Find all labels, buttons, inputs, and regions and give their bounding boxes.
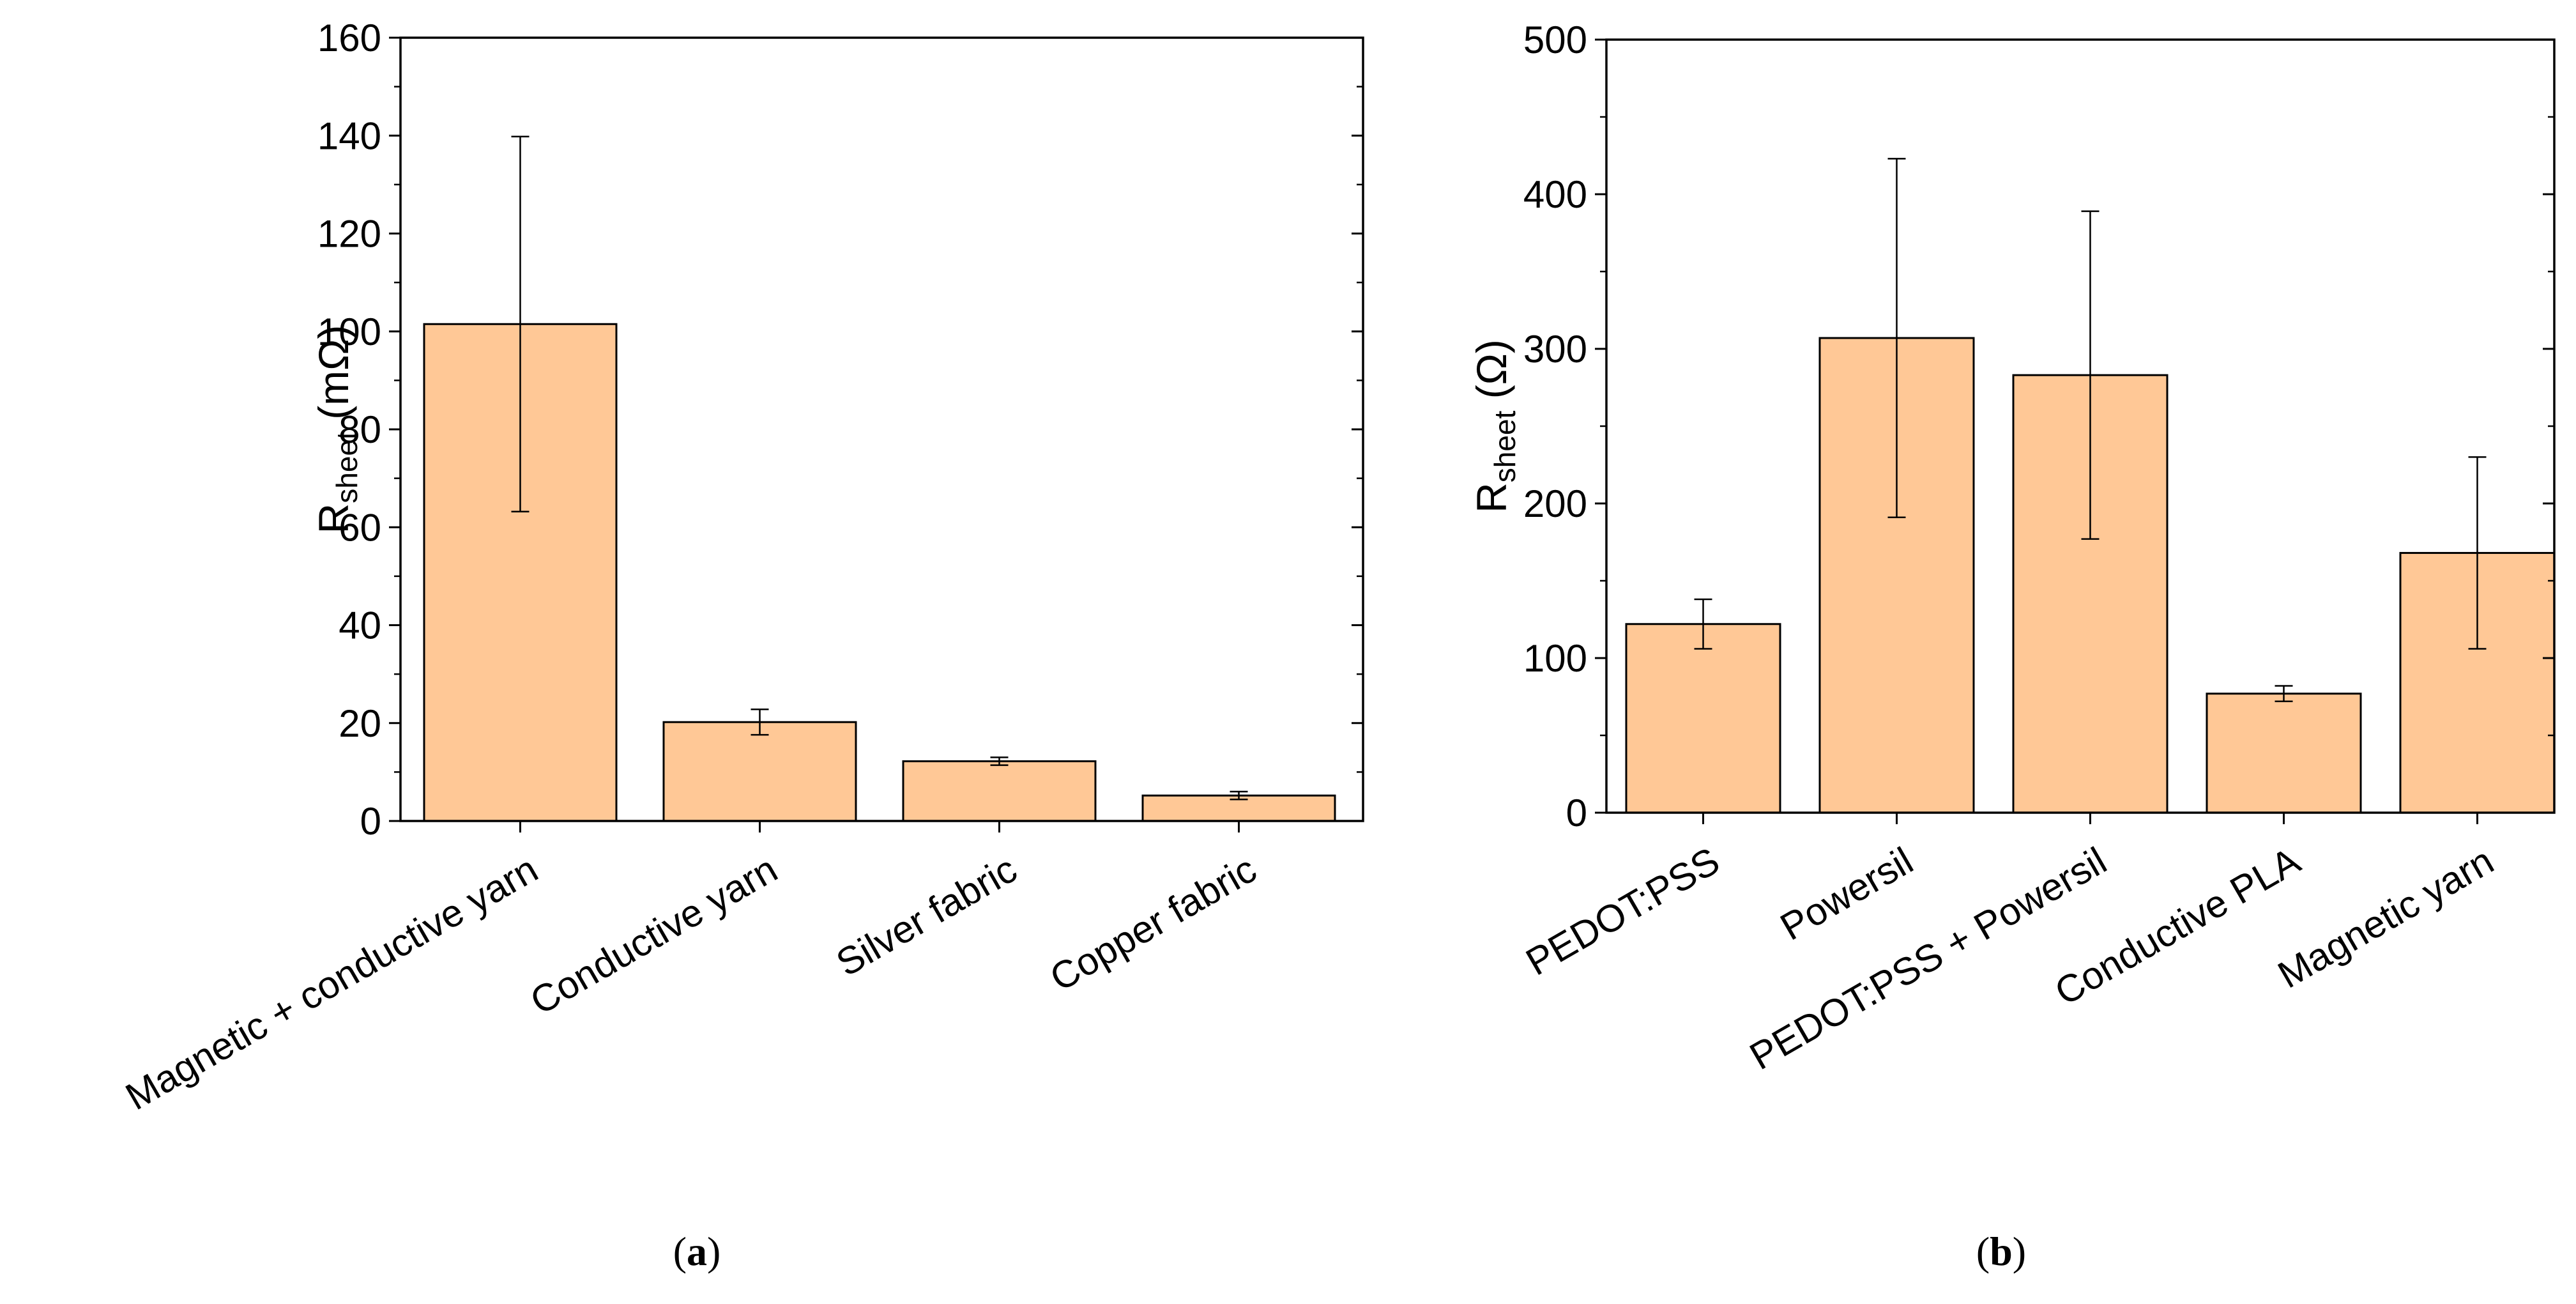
y-axis-label-sub: sheet (1488, 411, 1521, 483)
y-tick-label: 80 (339, 408, 381, 451)
category-label: Silver fabric (829, 847, 1024, 985)
y-axis-label-unit: (mΩ) (310, 325, 357, 432)
bar (2206, 693, 2362, 814)
y-tick-label: 0 (1566, 792, 1587, 834)
y-axis-label-unit: (Ω) (1468, 339, 1515, 411)
y-axis-label-sub: sheet (330, 431, 363, 503)
y-tick-label: 40 (339, 604, 381, 647)
y-tick-label: 120 (317, 213, 381, 256)
y-tick-label: 200 (1523, 482, 1587, 525)
panel-label-a: (a) (673, 1229, 721, 1274)
y-tick-label: 300 (1523, 328, 1587, 371)
y-tick-label: 0 (360, 800, 381, 843)
y-tick-label: 20 (339, 702, 381, 745)
category-label: PEDOT:PSS + Powersil (1742, 839, 2114, 1078)
bar (662, 721, 857, 822)
y-axis-label-main: R (1468, 482, 1515, 513)
y-axis-label: Rsheet (Ω) (1468, 339, 1521, 513)
panel-label-b: (b) (1976, 1229, 2026, 1274)
y-tick-label: 60 (339, 506, 381, 549)
bar (1625, 623, 1781, 814)
category-label: Powersil (1773, 839, 1920, 948)
y-tick-label: 160 (317, 17, 381, 59)
y-axis-label-main: R (310, 503, 357, 534)
category-label: Copper fabric (1043, 847, 1263, 999)
category-label: Magnetic yarn (2271, 839, 2501, 996)
category-label: Magnetic + conductive yarn (119, 847, 545, 1118)
y-tick-label: 400 (1523, 173, 1587, 216)
y-tick-label: 100 (1523, 637, 1587, 680)
y-tick-label: 100 (317, 311, 381, 353)
y-tick-label: 500 (1523, 19, 1587, 61)
bar (902, 760, 1097, 822)
y-axis-label: Rsheet (mΩ) (310, 325, 363, 534)
category-label: Conductive yarn (523, 847, 784, 1023)
y-tick-label: 140 (317, 114, 381, 157)
category-label: PEDOT:PSS (1519, 839, 1726, 983)
